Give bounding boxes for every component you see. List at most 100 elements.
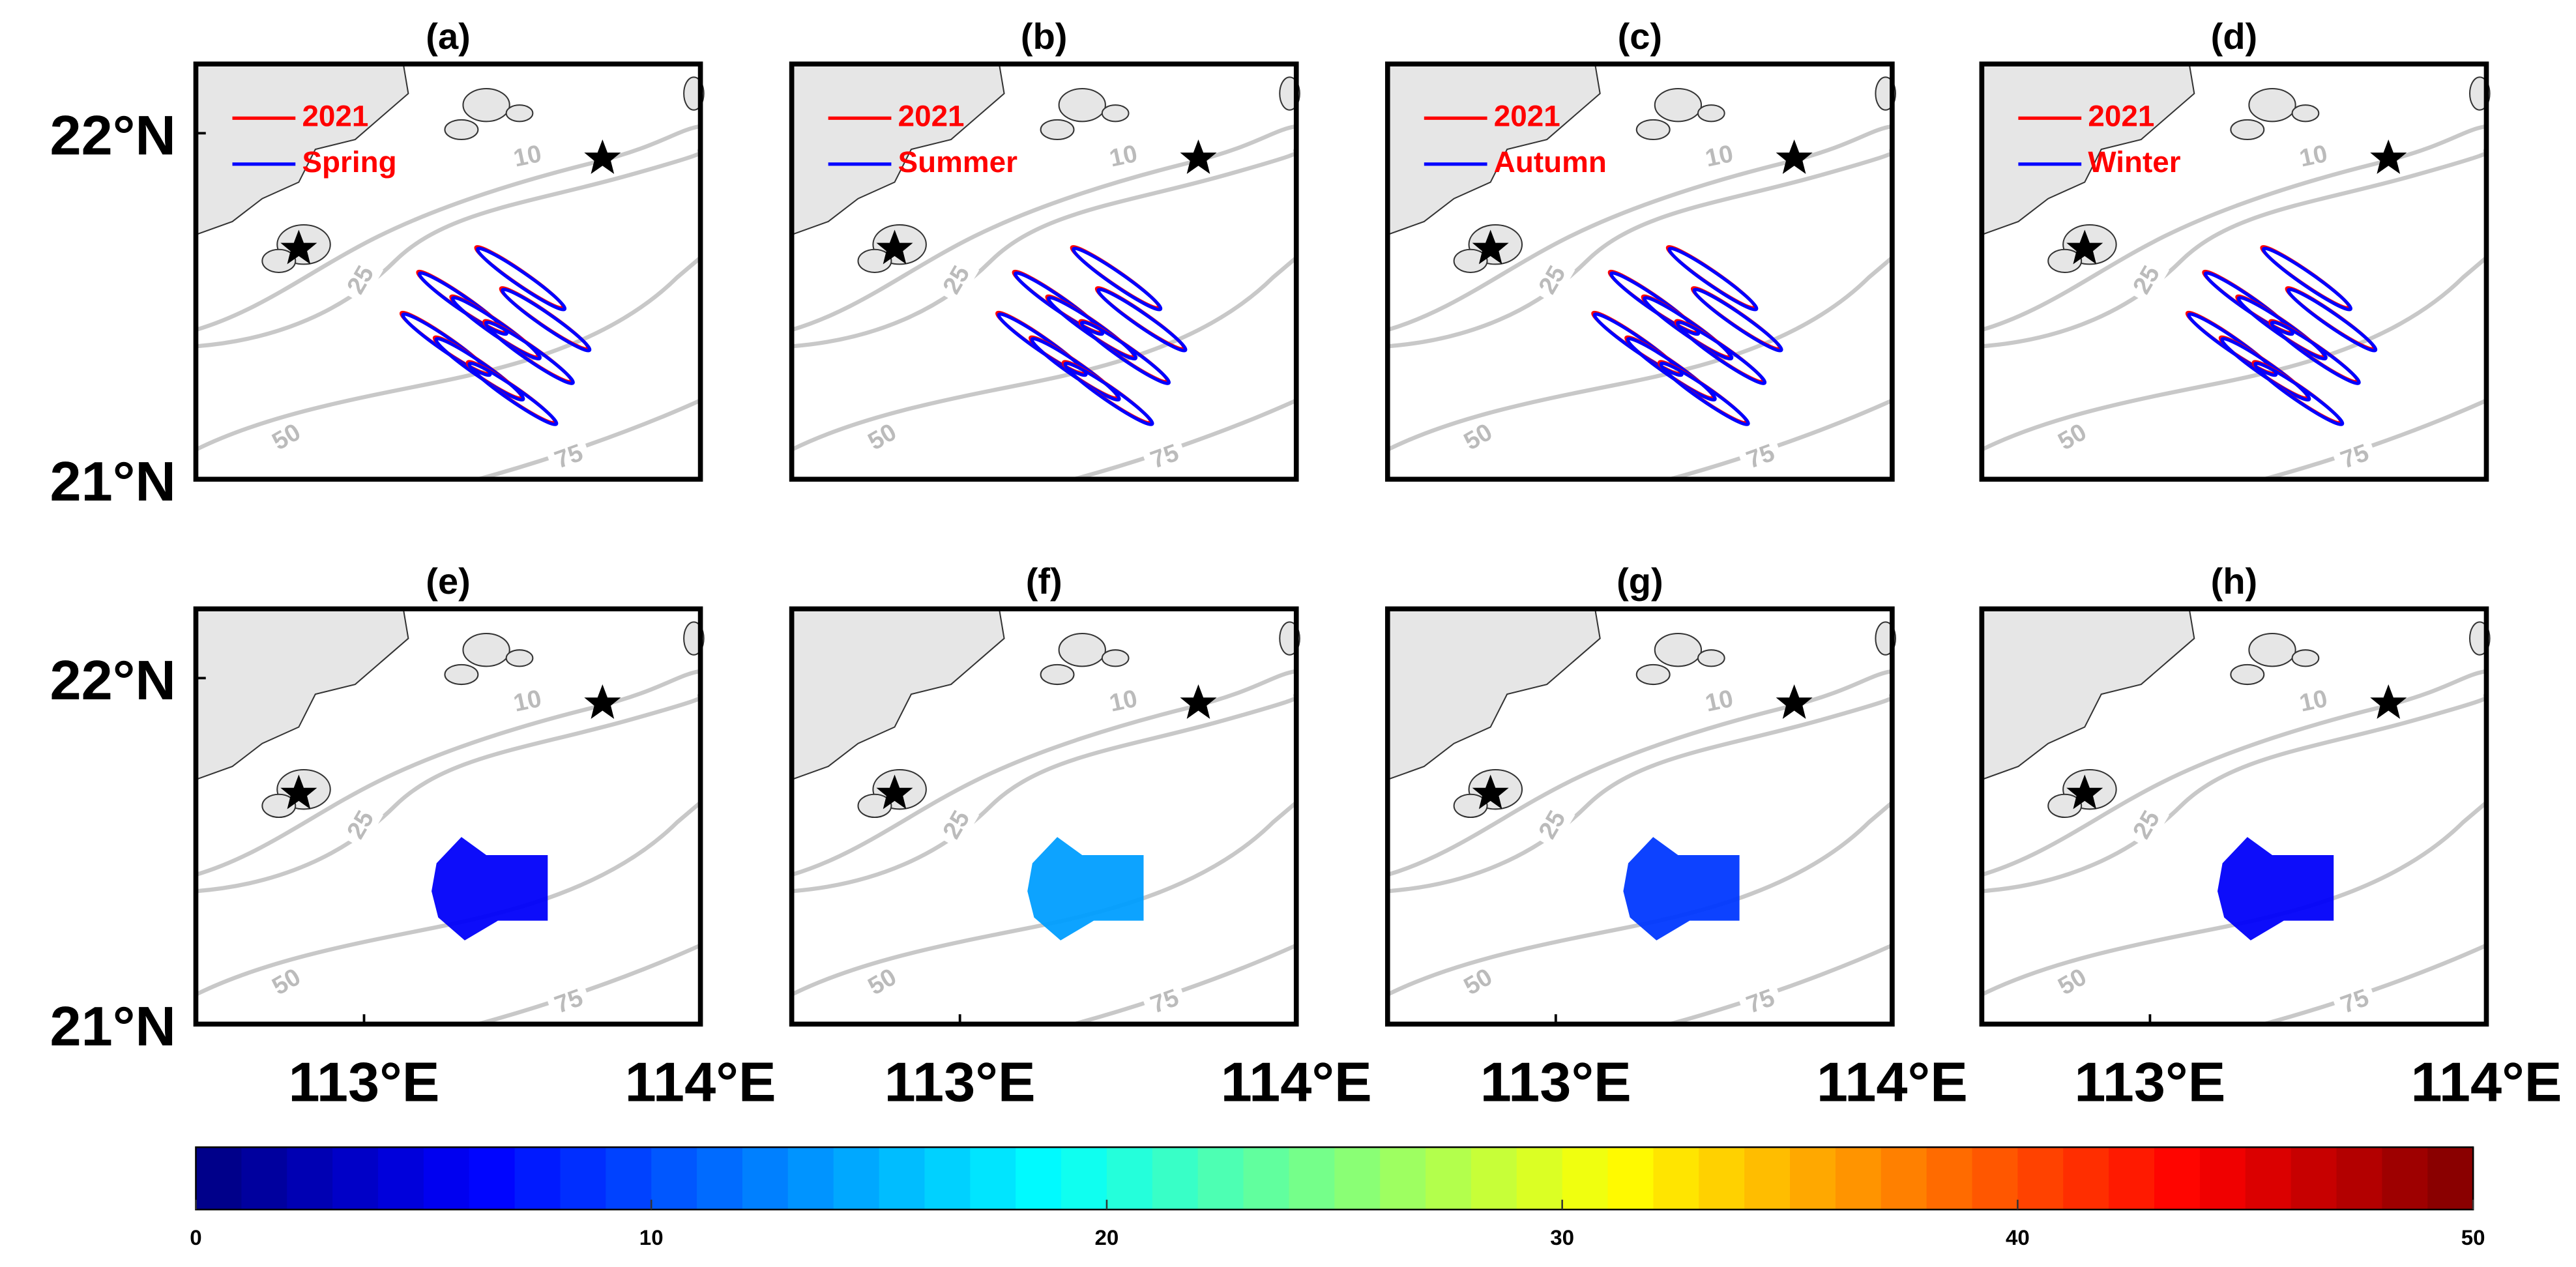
island bbox=[462, 632, 510, 667]
island bbox=[1058, 87, 1106, 123]
isobath-label-bg bbox=[1738, 983, 1785, 1022]
station-star bbox=[876, 774, 913, 809]
isobath-label: 10 bbox=[2297, 685, 2330, 718]
map-frame bbox=[1384, 606, 1895, 1027]
island bbox=[857, 793, 892, 819]
island bbox=[1453, 793, 1488, 819]
legend-label: 2021 bbox=[2088, 100, 2154, 133]
isobath-label-bg bbox=[1101, 140, 1147, 175]
colorbar-cell bbox=[469, 1147, 516, 1210]
island bbox=[2291, 104, 2320, 123]
island bbox=[261, 793, 297, 819]
legend-label: Summer bbox=[898, 145, 1018, 179]
colorbar-cell bbox=[2291, 1147, 2337, 1210]
isobath-label: 10 bbox=[1703, 140, 1735, 173]
isobath-label-bg bbox=[1101, 685, 1147, 720]
isobath bbox=[2263, 398, 2487, 482]
land bbox=[791, 608, 1005, 781]
panel-label: (a) bbox=[426, 16, 470, 57]
colorbar-cell bbox=[924, 1147, 971, 1210]
isobath-label: 10 bbox=[1703, 685, 1735, 718]
panel-label: (c) bbox=[1618, 16, 1662, 57]
isobath bbox=[1669, 398, 1894, 482]
colorbar-cell bbox=[970, 1147, 1017, 1210]
station-star bbox=[2066, 229, 2103, 265]
station-star bbox=[2066, 774, 2103, 809]
island bbox=[462, 87, 510, 123]
colorbar-cell bbox=[1562, 1147, 1609, 1210]
colorbar-cell bbox=[787, 1147, 834, 1210]
isobath bbox=[791, 124, 1297, 332]
colorbar-cell bbox=[2109, 1147, 2156, 1210]
island bbox=[1058, 632, 1106, 667]
isobath-label-bg bbox=[1697, 140, 1742, 175]
isobath bbox=[1387, 692, 1895, 894]
colorbar-tick-label: 10 bbox=[639, 1225, 664, 1249]
colorbar-tick-label: 20 bbox=[1095, 1225, 1119, 1249]
island bbox=[1040, 119, 1075, 141]
island bbox=[2291, 649, 2320, 667]
map-frame bbox=[193, 61, 703, 482]
tidal-ellipse bbox=[1676, 320, 1767, 385]
field-patch bbox=[1027, 837, 1144, 940]
isobath bbox=[1981, 124, 2487, 332]
colorbar-cell bbox=[560, 1147, 607, 1210]
isobath-label: 10 bbox=[511, 685, 544, 718]
isobath-label-bg bbox=[1697, 685, 1742, 720]
tidal-ellipse bbox=[467, 361, 559, 426]
x-tick-label: 113°E bbox=[289, 1051, 440, 1113]
isobath-label: 10 bbox=[1107, 685, 1139, 718]
isobath bbox=[195, 124, 701, 332]
colorbar-frame bbox=[195, 1146, 2474, 1211]
station-star bbox=[1776, 684, 1813, 719]
colorbar-cell bbox=[2017, 1147, 2064, 1210]
tidal-ellipse bbox=[1072, 246, 1163, 312]
isobath-label-bg bbox=[2291, 685, 2336, 720]
colorbar-cell bbox=[1380, 1147, 1427, 1210]
panel-label: (e) bbox=[426, 561, 470, 602]
panel-label: (f) bbox=[1026, 561, 1062, 602]
isobath-label-bg bbox=[2126, 257, 2169, 304]
island bbox=[1040, 663, 1075, 686]
isobath-label-bg bbox=[263, 961, 312, 1004]
island bbox=[2248, 632, 2296, 667]
island bbox=[444, 663, 479, 686]
tidal-ellipse bbox=[2270, 320, 2361, 385]
station-star bbox=[280, 229, 317, 265]
isobath-label-bg bbox=[936, 802, 980, 849]
isobath-label-bg bbox=[1455, 961, 1503, 1004]
island bbox=[505, 649, 534, 667]
colorbar-cell bbox=[697, 1147, 744, 1210]
field-patch bbox=[1623, 837, 1740, 940]
colorbar-cell bbox=[514, 1147, 561, 1210]
colorbar-cell bbox=[1243, 1147, 1290, 1210]
station-star bbox=[2370, 139, 2407, 174]
colorbar-cell bbox=[332, 1147, 379, 1210]
colorbar-cell bbox=[742, 1147, 789, 1210]
x-tick-label: 114°E bbox=[2410, 1051, 2562, 1113]
isobath-label-bg bbox=[1532, 802, 1575, 849]
isobath bbox=[1073, 398, 1298, 482]
colorbar-cell bbox=[1152, 1147, 1199, 1210]
isobath-label-bg bbox=[2049, 416, 2098, 459]
isobath bbox=[477, 398, 701, 482]
isobath-label-bg bbox=[859, 961, 907, 1004]
island bbox=[1654, 87, 1703, 123]
colorbar-cell bbox=[2336, 1147, 2383, 1210]
tidal-ellipse bbox=[1063, 361, 1154, 426]
island bbox=[2047, 793, 2083, 819]
isobath bbox=[1982, 692, 2489, 894]
tidal-ellipse bbox=[2253, 361, 2345, 426]
island bbox=[2047, 248, 2083, 274]
isobath-label-bg bbox=[2332, 439, 2379, 477]
tidal-ellipse bbox=[1079, 320, 1171, 385]
island bbox=[1697, 649, 1725, 667]
x-tick-label: 114°E bbox=[625, 1051, 776, 1113]
colorbar-cell bbox=[1790, 1147, 1837, 1210]
station-star bbox=[584, 684, 621, 719]
